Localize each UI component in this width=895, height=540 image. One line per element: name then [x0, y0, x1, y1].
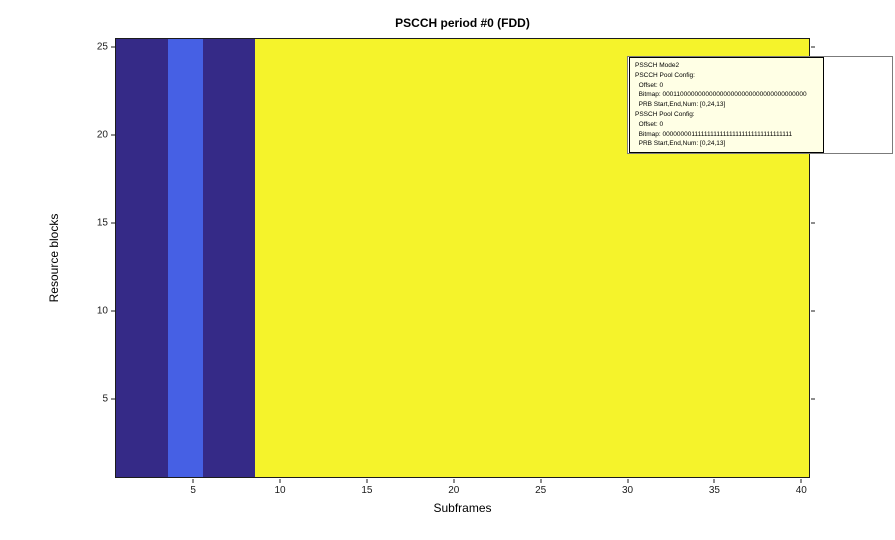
- x-tick-label: 35: [708, 485, 720, 496]
- x-tick-label: 15: [361, 485, 373, 496]
- y-tick-mark: [111, 134, 115, 136]
- x-tick-label: 40: [795, 485, 807, 496]
- x-tick-label: 25: [535, 485, 547, 496]
- x-tick-label: 10: [274, 485, 286, 496]
- y-tick-label: 20: [96, 129, 108, 141]
- y-tick-label: 5: [102, 393, 108, 405]
- y-tick-mark: [111, 398, 115, 400]
- y-tick-label: 10: [96, 305, 108, 317]
- x-tick-label: 5: [190, 485, 196, 496]
- annotation-line-pscch-prb: PRB Start,End,Num: [0,24,13]: [635, 101, 726, 109]
- x-tick-mark: [366, 479, 368, 483]
- y-tick-mark: [811, 222, 815, 224]
- y-tick-mark: [111, 310, 115, 312]
- x-tick-mark: [800, 479, 802, 483]
- y-axis-left: 5 10 15 20 25: [70, 38, 115, 478]
- annotation-line-pssch-bitmap: Bitmap: 00000000111111111111111111111111…: [635, 130, 793, 138]
- y-tick-label: 25: [96, 41, 108, 53]
- band-pscch-pool: [167, 39, 203, 477]
- x-tick-mark: [279, 479, 281, 483]
- x-axis: 5 10 15 20 25 30 35 40: [115, 479, 810, 505]
- y-tick-label: 15: [96, 217, 108, 229]
- annotation-line-pscch-bitmap: Bitmap: 00011000000000000000000000000000…: [635, 91, 807, 99]
- y-tick-mark: [811, 398, 815, 400]
- x-tick-mark: [713, 479, 715, 483]
- x-tick-mark: [627, 479, 629, 483]
- annotation-line-mode: PSSCH Mode2: [635, 62, 680, 69]
- y-tick-mark: [811, 46, 815, 48]
- y-axis-label: Resource blocks: [47, 213, 61, 303]
- x-tick-label: 30: [622, 485, 634, 496]
- x-axis-label: Subframes: [433, 501, 492, 515]
- x-tick-mark: [453, 479, 455, 483]
- plot-title: PSCCH period #0 (FDD): [395, 16, 530, 30]
- x-tick-mark: [540, 479, 542, 483]
- annotation-line-pssch-offset: Offset: 0: [635, 120, 664, 128]
- x-tick-mark: [192, 479, 194, 483]
- y-tick-mark: [111, 222, 115, 224]
- band-unused-mid: [202, 39, 255, 477]
- annotation-line-pscch-header: PSCCH Pool Config:: [635, 71, 695, 79]
- annotation-line-pssch-prb: PRB Start,End,Num: [0,24,13]: [635, 140, 726, 148]
- x-tick-label: 20: [448, 485, 460, 496]
- annotation-textbox: PSSCH Mode2 PSCCH Pool Config: Offset: 0…: [629, 57, 824, 153]
- annotation-line-pssch-header: PSSCH Pool Config:: [635, 110, 695, 118]
- y-tick-mark: [811, 310, 815, 312]
- band-unused-left: [116, 39, 168, 477]
- annotation-line-pscch-offset: Offset: 0: [635, 81, 664, 89]
- y-tick-mark: [111, 46, 115, 48]
